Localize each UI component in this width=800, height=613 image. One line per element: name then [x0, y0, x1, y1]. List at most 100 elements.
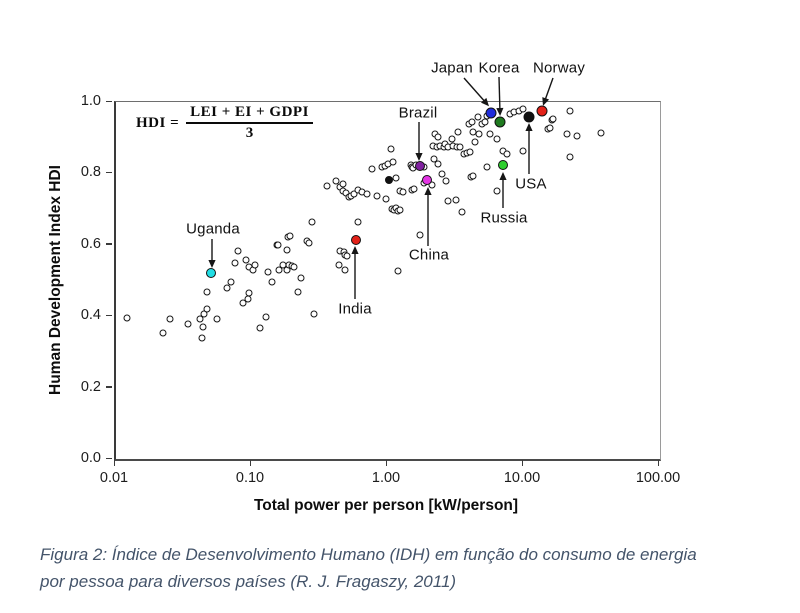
- data-point: [368, 165, 376, 173]
- arrow-line-norway: [543, 77, 554, 104]
- x-axis-tick: [521, 460, 523, 466]
- country-point-brazil: [415, 161, 426, 172]
- figure-caption: Figura 2: Índice de Desenvolvimento Huma…: [40, 541, 760, 595]
- data-point: [341, 266, 349, 273]
- data-point: [350, 190, 358, 198]
- country-label-india: India: [338, 300, 372, 318]
- country-point-china: [421, 175, 432, 186]
- data-point: [373, 192, 381, 200]
- data-point: [159, 329, 167, 337]
- data-point: [466, 148, 474, 156]
- country-label-korea: Korea: [478, 59, 520, 77]
- data-point: [297, 274, 305, 282]
- formula-numerator: LEI + EI + GDPI: [186, 104, 313, 124]
- x-axis-title: Total power per person [kW/person]: [253, 497, 519, 514]
- data-point: [245, 289, 253, 297]
- data-point: [486, 130, 494, 138]
- hdi-formula: HDI = LEI + EI + GDPI 3: [136, 104, 313, 142]
- country-label-brazil: Brazil: [398, 104, 438, 122]
- data-point: [396, 206, 404, 214]
- data-point: [438, 170, 446, 178]
- data-point: [392, 174, 400, 182]
- data-point: [305, 239, 313, 247]
- country-label-norway: Norway: [532, 59, 586, 77]
- data-point: [234, 247, 242, 255]
- x-axis-tick-label: 100.00: [635, 470, 681, 486]
- y-axis-tick-label: 0.4: [80, 307, 101, 324]
- x-axis-tick-label: 1.00: [371, 470, 401, 486]
- country-label-china: China: [408, 246, 450, 264]
- data-point: [203, 305, 211, 313]
- data-point: [166, 315, 174, 323]
- data-point: [563, 130, 571, 138]
- data-point: [471, 138, 479, 146]
- country-point-uganda: [206, 268, 217, 279]
- y-axis-tick: [106, 457, 112, 459]
- data-point: [519, 147, 527, 155]
- data-point: [566, 153, 574, 161]
- data-point: [242, 256, 250, 263]
- data-point: [597, 129, 605, 137]
- data-point: [394, 267, 402, 275]
- data-point: [123, 314, 131, 322]
- x-axis-tick-label: 10.00: [503, 470, 541, 486]
- data-point: [283, 246, 291, 253]
- data-point: [203, 288, 211, 296]
- data-point: [389, 158, 397, 166]
- y-axis-tick: [106, 243, 112, 245]
- x-axis-tick-label: 0.10: [235, 470, 265, 486]
- y-axis-tick-label: 1.0: [80, 93, 101, 109]
- data-point: [335, 261, 343, 268]
- data-point: [262, 313, 270, 321]
- x-axis-tick-label: 0.01: [99, 470, 129, 486]
- y-axis-tick: [106, 100, 112, 102]
- data-point: [274, 241, 282, 249]
- data-point: [231, 259, 239, 267]
- data-point: [339, 180, 347, 188]
- data-point: [483, 163, 491, 171]
- data-point: [354, 218, 362, 226]
- data-point: [468, 118, 476, 126]
- data-point: [268, 278, 276, 286]
- data-point: [416, 231, 424, 239]
- formula-fraction: LEI + EI + GDPI 3: [186, 104, 313, 142]
- data-point: [469, 172, 477, 180]
- country-point: [384, 175, 393, 184]
- country-point-russia: [497, 160, 508, 171]
- data-point: [434, 133, 442, 141]
- y-axis-tick-label: 0.6: [80, 235, 101, 252]
- figure-caption-line2: por pessoa para diversos países (R. J. F…: [40, 572, 457, 591]
- data-point: [573, 132, 581, 140]
- data-point: [387, 145, 395, 153]
- data-point: [244, 295, 252, 303]
- data-point: [475, 130, 483, 138]
- x-axis-tick: [249, 460, 251, 466]
- data-point: [323, 182, 331, 190]
- data-point: [290, 263, 298, 271]
- data-point: [456, 143, 464, 151]
- data-point: [458, 208, 466, 216]
- data-point: [481, 118, 489, 126]
- plot-area: [114, 101, 661, 461]
- data-point: [430, 155, 438, 163]
- data-point: [399, 188, 407, 196]
- data-point: [546, 124, 554, 132]
- data-point: [493, 187, 501, 195]
- data-point: [198, 334, 205, 342]
- country-point-japan: [485, 107, 497, 119]
- data-point: [294, 288, 302, 296]
- data-point: [549, 115, 557, 123]
- data-point: [382, 195, 390, 203]
- country-label-russia: Russia: [480, 209, 528, 227]
- x-axis-tick: [113, 460, 115, 466]
- data-point: [363, 190, 371, 198]
- y-axis-tick-label: 0.8: [80, 164, 101, 181]
- data-point: [310, 310, 318, 318]
- data-point: [286, 232, 294, 240]
- data-point: [503, 150, 511, 158]
- data-point: [264, 268, 272, 276]
- country-label-uganda: Uganda: [186, 220, 240, 238]
- country-label-usa: USA: [515, 175, 547, 193]
- data-point: [444, 197, 452, 205]
